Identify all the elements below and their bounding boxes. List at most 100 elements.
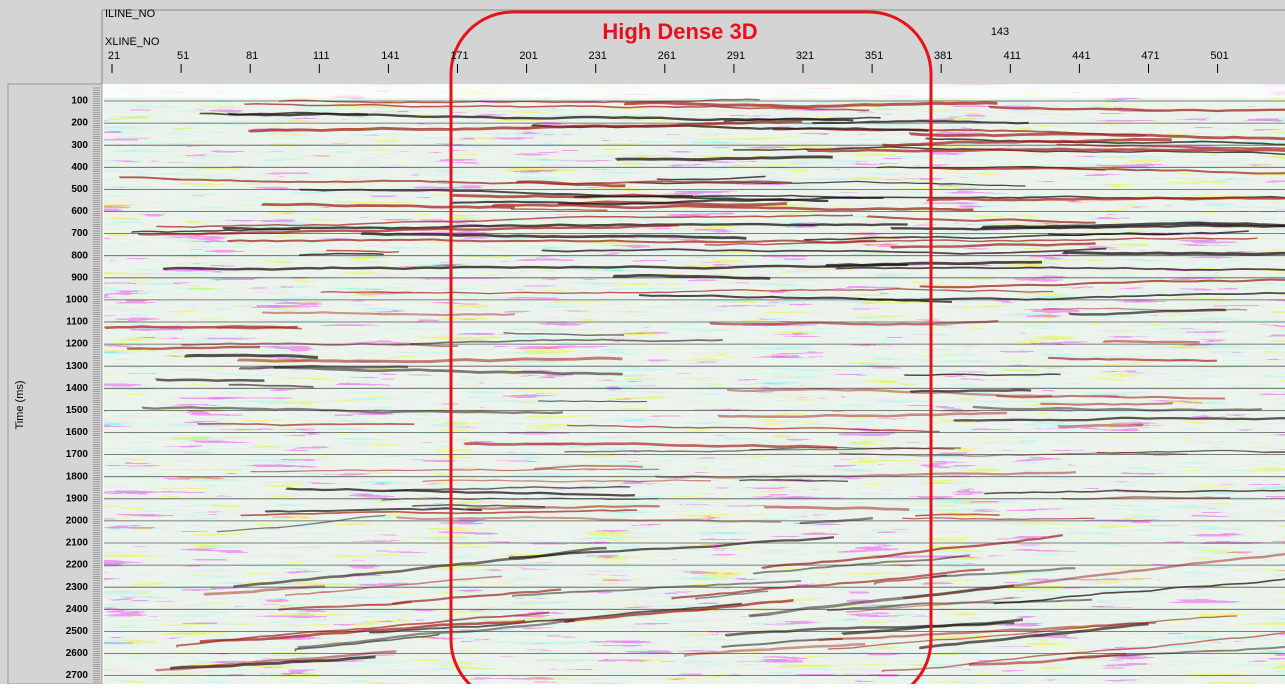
reflector <box>450 196 884 206</box>
reflector <box>980 221 1285 229</box>
xline-label: XLINE_NO <box>105 36 160 48</box>
x-tick-label: 381 <box>934 50 952 62</box>
x-tick-label: 171 <box>450 50 468 62</box>
iline-label: ILINE_NO <box>105 8 156 20</box>
reflector <box>156 214 854 228</box>
reflector <box>654 471 1077 479</box>
reflector <box>278 600 412 611</box>
reflector <box>299 188 829 202</box>
reflector <box>1047 232 1181 237</box>
reflector <box>806 147 1285 153</box>
y-tick-label: 700 <box>71 228 88 239</box>
reflector <box>510 208 608 211</box>
reflector <box>222 222 908 231</box>
reflector <box>155 650 397 672</box>
reflector <box>227 238 877 244</box>
y-tick-label: 500 <box>71 184 88 195</box>
reflector <box>244 103 870 112</box>
reflector <box>984 489 1285 495</box>
reflector <box>835 266 1285 271</box>
reflector <box>968 652 1127 666</box>
y-tick-label: 200 <box>71 118 88 129</box>
x-tick-label: 81 <box>246 50 258 62</box>
reflector <box>285 487 635 497</box>
reflector <box>184 353 319 360</box>
reflector <box>932 166 1285 175</box>
reflector <box>818 621 1156 642</box>
reflector <box>761 533 1063 570</box>
reflector <box>873 574 947 585</box>
reflector <box>882 137 1172 148</box>
y-tick-label: 1500 <box>66 405 89 416</box>
reflector <box>228 383 314 388</box>
reflector <box>294 633 440 652</box>
x-tick-label: 471 <box>1141 50 1159 62</box>
y-tick-label: 1300 <box>66 361 89 372</box>
reflector <box>827 598 1093 612</box>
reflector <box>126 345 261 350</box>
reflector <box>909 388 1032 393</box>
reflector <box>1102 339 1200 344</box>
reflector <box>240 509 638 517</box>
x-tick-label: 441 <box>1072 50 1090 62</box>
reflector <box>695 590 769 600</box>
y-tick-label: 2400 <box>66 604 89 615</box>
y-tick-label: 1900 <box>66 493 89 504</box>
reflector <box>422 479 712 483</box>
x-tick-label: 21 <box>108 50 120 62</box>
reflector <box>828 615 1237 651</box>
reflector <box>902 552 1285 600</box>
reflector <box>566 424 940 433</box>
y-axis-title: Time (ms) <box>14 380 26 429</box>
reflector <box>656 175 766 181</box>
y-tick-label: 2000 <box>66 516 89 527</box>
reflector <box>628 180 1026 187</box>
time-grid <box>104 100 1285 676</box>
reflector <box>228 112 854 122</box>
reflector <box>717 411 1007 418</box>
reflector <box>914 513 1000 517</box>
y-tick-label: 900 <box>71 272 88 283</box>
reflector <box>1039 402 1173 406</box>
y-tick-label: 400 <box>71 162 88 173</box>
mute-zone <box>104 84 1285 98</box>
iline-value: 143 <box>991 26 1009 38</box>
x-tick-label: 501 <box>1210 50 1228 62</box>
reflector <box>930 567 1076 579</box>
x-tick-label: 111 <box>313 50 330 62</box>
reflector <box>926 196 1285 202</box>
x-tick-label: 231 <box>589 50 607 62</box>
reflector <box>155 378 265 382</box>
reflector <box>709 319 999 326</box>
y-tick-label: 2700 <box>66 670 89 681</box>
y-tick-label: 1000 <box>66 295 89 306</box>
reflector <box>890 224 1285 231</box>
reflector <box>925 137 1285 146</box>
y-tick-label: 2500 <box>66 626 89 637</box>
y-tick-label: 1800 <box>66 471 89 482</box>
reflector <box>250 468 660 473</box>
reflector <box>725 621 1015 637</box>
reflector <box>538 400 647 403</box>
reflector <box>919 278 1285 289</box>
reflector <box>541 247 1107 255</box>
reflector <box>237 356 623 364</box>
reflector <box>845 597 1015 613</box>
reflector <box>409 338 723 345</box>
reflector <box>739 479 848 482</box>
x-tick-label: 321 <box>796 50 814 62</box>
reflector <box>104 325 298 329</box>
reflector <box>512 580 802 598</box>
reflector <box>564 599 794 623</box>
reflector <box>1068 308 1226 316</box>
y-tick-label: 1200 <box>66 339 89 350</box>
y-tick-label: 2100 <box>66 538 89 549</box>
reflector <box>908 132 1285 141</box>
reflector <box>704 237 1258 246</box>
reflector <box>320 288 1054 295</box>
highlight-outline <box>449 10 933 689</box>
reflector <box>726 387 1053 398</box>
reflector <box>988 105 1285 113</box>
